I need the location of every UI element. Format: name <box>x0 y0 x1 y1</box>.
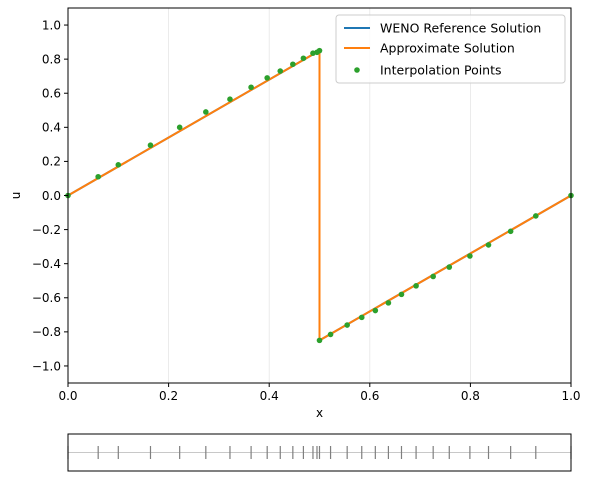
interpolation-point-16 <box>327 331 334 338</box>
x-axis-label: x <box>316 406 323 420</box>
legend-label-interpolation: Interpolation Points <box>380 63 502 78</box>
y-tick-label-0: −1.0 <box>32 359 61 373</box>
x-tick-label-4: 0.8 <box>461 389 480 403</box>
interpolation-point-15 <box>316 337 323 344</box>
legend-label-weno: WENO Reference Solution <box>380 21 541 36</box>
rug-plot <box>67 433 572 472</box>
interpolation-point-27 <box>507 228 514 235</box>
interpolation-point-18 <box>358 314 365 321</box>
y-tick-label-2: −0.6 <box>32 291 61 305</box>
y-tick-label-7: 0.4 <box>42 121 61 135</box>
interpolation-point-22 <box>413 283 419 289</box>
interpolation-point-21 <box>398 291 405 298</box>
legend: WENO Reference Solution Approximate Solu… <box>335 14 566 84</box>
x-tick-label-0: 0.0 <box>58 389 77 403</box>
interpolation-point-24 <box>446 264 453 270</box>
y-tick-label-4: −0.2 <box>32 223 61 237</box>
interpolation-point-11 <box>300 55 307 62</box>
interpolation-point-19 <box>372 307 379 314</box>
y-tick-label-10: 1.0 <box>42 18 61 32</box>
interpolation-point-5 <box>203 109 209 115</box>
x-tick-label-1: 0.2 <box>159 389 178 403</box>
interpolation-point-9 <box>277 68 284 74</box>
interpolation-point-28 <box>532 213 539 219</box>
interpolation-point-6 <box>227 96 233 102</box>
interpolation-point-8 <box>264 75 270 81</box>
interpolation-point-1 <box>95 173 101 180</box>
interpolation-point-2 <box>115 162 122 168</box>
interpolation-point-14 <box>316 47 323 54</box>
interpolation-point-3 <box>147 142 154 149</box>
interpolation-point-25 <box>467 253 473 259</box>
y-tick-label-5: 0.0 <box>42 189 61 203</box>
main-plot: 0.0 0.2 0.4 0.6 0.8 1.0 −1.0 −0.8 −0.6 −0.4 −0.2 0… <box>9 7 581 420</box>
x-tick-layer: 0.0 0.2 0.4 0.6 0.8 1.0 <box>58 383 581 403</box>
legend-swatch-interpolation <box>354 67 360 73</box>
interpolation-point-10 <box>290 61 296 68</box>
interpolation-point-7 <box>248 84 254 91</box>
series-line-1 <box>67 48 572 343</box>
y-tick-label-8: 0.6 <box>42 87 61 101</box>
y-axis-label: u <box>9 192 23 200</box>
x-tick-label-3: 0.6 <box>360 389 379 403</box>
x-tick-label-2: 0.4 <box>260 389 279 403</box>
interpolation-point-23 <box>430 273 436 280</box>
interpolation-point-17 <box>344 322 350 328</box>
rug-tick-layer <box>67 446 572 459</box>
legend-label-approximate: Approximate Solution <box>380 41 515 56</box>
series-layer <box>65 47 574 344</box>
legend-box <box>335 14 566 84</box>
interpolation-point-20 <box>385 300 392 306</box>
y-tick-label-9: 0.8 <box>42 52 61 66</box>
y-tick-label-3: −0.4 <box>32 257 61 271</box>
interpolation-point-4 <box>176 124 183 131</box>
y-tick-label-1: −0.8 <box>32 325 61 339</box>
rug-plot-frame <box>67 433 572 472</box>
y-tick-label-6: 0.2 <box>42 155 61 169</box>
interpolation-point-26 <box>485 242 492 248</box>
y-tick-layer: −1.0 −0.8 −0.6 −0.4 −0.2 0.0 0.2 0.4 0.6 0.8 1.0 <box>32 18 68 373</box>
x-tick-label-5: 1.0 <box>561 389 580 403</box>
